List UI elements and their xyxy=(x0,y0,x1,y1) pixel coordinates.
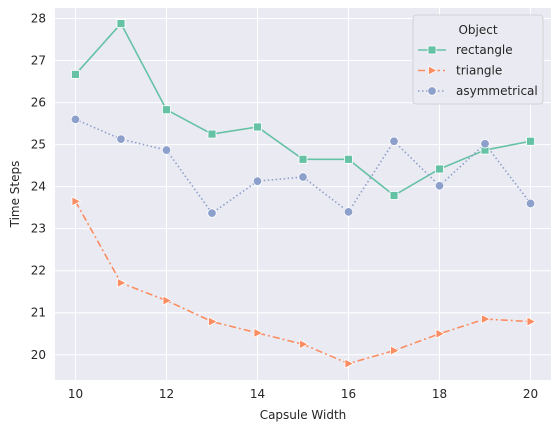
y-tick-label: 26 xyxy=(31,96,46,110)
triangle-point xyxy=(117,277,127,289)
asymmetrical-point xyxy=(298,172,308,182)
legend-marker-rectangle xyxy=(427,45,437,55)
legend-label-asymmetrical: asymmetrical xyxy=(456,84,538,98)
asymmetrical-point xyxy=(525,198,536,209)
rectangle-point xyxy=(389,191,399,200)
rectangle-point xyxy=(298,154,308,164)
rectangle-point xyxy=(162,105,171,115)
y-tick-label: 20 xyxy=(31,348,46,362)
y-tick-label: 24 xyxy=(31,180,46,194)
y-tick-label: 21 xyxy=(31,306,46,320)
triangle-point xyxy=(481,313,491,325)
x-tick-label: 16 xyxy=(341,387,356,401)
x-tick-label: 18 xyxy=(432,387,447,401)
legend-title: Object xyxy=(458,23,497,37)
x-tick-label: 12 xyxy=(159,387,174,401)
y-tick-label: 27 xyxy=(31,54,46,68)
x-axis-label: Capsule Width xyxy=(260,408,347,422)
asymmetrical-point xyxy=(161,145,172,155)
rectangle-point xyxy=(207,129,217,139)
rectangle-point xyxy=(71,70,80,79)
x-tick-label: 20 xyxy=(523,387,538,401)
y-tick-label: 22 xyxy=(31,264,46,278)
triangle-point xyxy=(344,358,355,369)
legend-marker-asymmetrical xyxy=(427,86,437,96)
triangle-point xyxy=(526,316,537,327)
rectangle-point xyxy=(526,136,535,146)
rectangle-point xyxy=(435,164,444,174)
triangle-point xyxy=(253,327,264,339)
y-tick-label: 28 xyxy=(31,12,46,26)
asymmetrical-point xyxy=(434,181,445,191)
asymmetrical-line xyxy=(75,118,532,214)
triangle-point xyxy=(208,316,218,327)
triangle-point xyxy=(299,339,309,350)
y-tick-label: 23 xyxy=(31,222,46,236)
x-tick-label: 14 xyxy=(250,387,265,401)
triangle-point xyxy=(162,295,173,306)
legend-label-rectangle: rectangle xyxy=(456,43,513,57)
triangle-point xyxy=(435,328,446,339)
legend-box xyxy=(412,14,544,105)
triangle-point xyxy=(71,196,82,207)
asymmetrical-point xyxy=(252,176,263,186)
legend-label-triangle: triangle xyxy=(456,64,502,78)
asymmetrical-point xyxy=(343,207,354,217)
asymmetrical-point xyxy=(116,134,126,144)
rectangle-point xyxy=(253,122,262,132)
asymmetrical-point xyxy=(480,139,490,149)
x-tick-label: 10 xyxy=(68,387,83,401)
triangle-point xyxy=(390,345,400,356)
grid xyxy=(55,8,551,380)
rectangle-point xyxy=(344,154,353,164)
asymmetrical-point xyxy=(70,114,81,125)
series-markers xyxy=(70,19,537,369)
rectangle-point xyxy=(116,19,126,28)
legend-marker-triangle xyxy=(428,65,438,76)
asymmetrical-point xyxy=(207,208,217,218)
asymmetrical-point xyxy=(389,136,399,146)
y-axis-label: Time Steps xyxy=(8,161,22,229)
legend: Object rectangle triangle asymmetrical xyxy=(412,14,544,105)
tick-labels: 10 12 14 16 18 20 20 21 22 23 24 25 26 27 28 xyxy=(31,12,538,401)
y-tick-label: 25 xyxy=(31,138,46,152)
